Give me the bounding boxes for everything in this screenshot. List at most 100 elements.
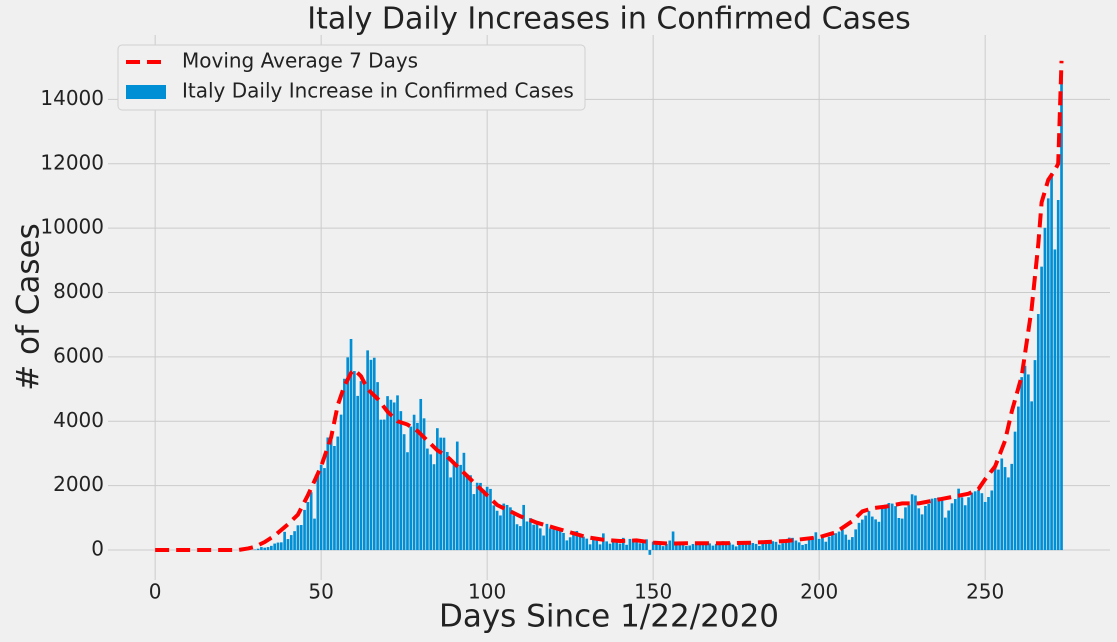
moving-average-line xyxy=(155,60,1064,553)
bar xyxy=(605,541,609,551)
bar xyxy=(509,507,512,551)
bar xyxy=(801,544,804,551)
bar xyxy=(990,490,994,551)
bar xyxy=(678,544,682,551)
bar xyxy=(522,504,526,551)
bar xyxy=(436,428,439,551)
bar xyxy=(565,540,569,551)
bar xyxy=(927,503,931,551)
bar xyxy=(628,538,632,551)
bar xyxy=(987,497,990,551)
bar xyxy=(548,528,552,551)
bar xyxy=(266,547,270,551)
bar xyxy=(353,371,356,551)
bar xyxy=(884,504,887,551)
bar xyxy=(924,505,927,551)
bar xyxy=(761,540,765,551)
bar xyxy=(558,528,562,551)
legend-label: Italy Daily Increase in Confirmed Cases xyxy=(182,79,574,103)
bar xyxy=(704,543,708,551)
bar xyxy=(505,504,509,551)
bar xyxy=(631,539,635,551)
bar xyxy=(495,510,499,551)
bar xyxy=(970,492,974,551)
bar xyxy=(1036,314,1040,551)
bar xyxy=(847,539,851,551)
bar xyxy=(349,338,353,551)
bar xyxy=(426,448,429,551)
bar xyxy=(691,544,695,551)
bar xyxy=(764,540,768,551)
x-tick-label: 150 xyxy=(634,580,672,604)
bar xyxy=(528,518,532,551)
bar xyxy=(864,515,867,551)
bar xyxy=(774,541,778,551)
legend: Moving Average 7 Days Italy Daily Increas… xyxy=(117,44,586,111)
bar xyxy=(592,539,595,551)
bar xyxy=(585,538,589,551)
bar xyxy=(479,482,482,551)
bar xyxy=(455,441,459,551)
bar xyxy=(751,543,755,551)
y-tick-label: 4000 xyxy=(53,408,104,432)
bar xyxy=(615,540,618,551)
bar xyxy=(1030,401,1033,551)
bar xyxy=(817,538,821,551)
y-tick-label: 10000 xyxy=(40,215,104,239)
bar xyxy=(346,357,350,551)
bar xyxy=(1010,463,1014,551)
bar xyxy=(1026,374,1030,551)
bar xyxy=(671,531,675,551)
bar xyxy=(718,542,721,551)
bar xyxy=(303,509,306,551)
bar xyxy=(655,542,658,551)
bar xyxy=(874,519,877,551)
bar xyxy=(937,497,941,551)
bar xyxy=(963,505,967,551)
bar xyxy=(688,545,692,551)
bar xyxy=(887,502,891,551)
bar xyxy=(934,498,937,551)
bar xyxy=(542,535,545,551)
bar xyxy=(309,492,313,551)
y-axis-label: # of Cases xyxy=(11,223,47,391)
bar xyxy=(273,543,276,551)
bar xyxy=(329,434,333,551)
y-tick-label: 6000 xyxy=(53,343,104,367)
bar xyxy=(389,399,393,551)
bar xyxy=(253,549,257,551)
bar xyxy=(462,452,466,551)
bar xyxy=(319,464,323,551)
bar xyxy=(977,489,980,551)
bar xyxy=(1017,406,1020,551)
bar xyxy=(867,511,871,551)
bar xyxy=(844,534,848,551)
bar xyxy=(386,396,389,551)
bar xyxy=(621,537,625,551)
bar xyxy=(1020,377,1024,551)
bar xyxy=(1023,365,1027,551)
bar xyxy=(973,491,977,551)
x-tick-label: 50 xyxy=(308,580,333,604)
bar xyxy=(807,537,811,551)
bar xyxy=(724,544,728,551)
bar xyxy=(794,540,798,551)
bar xyxy=(681,544,685,551)
bar xyxy=(376,382,379,551)
bar xyxy=(701,542,705,551)
bar xyxy=(535,521,539,551)
bar xyxy=(1013,431,1017,551)
y-tick-label: 8000 xyxy=(53,279,104,303)
bar xyxy=(515,524,519,551)
bar xyxy=(306,502,310,551)
bar xyxy=(313,518,316,551)
bar xyxy=(641,539,645,551)
bar xyxy=(392,402,396,551)
bar xyxy=(555,529,559,551)
bar xyxy=(260,547,263,551)
bar xyxy=(283,531,286,551)
bar xyxy=(263,547,267,551)
bar xyxy=(532,524,535,551)
bar xyxy=(472,494,476,551)
